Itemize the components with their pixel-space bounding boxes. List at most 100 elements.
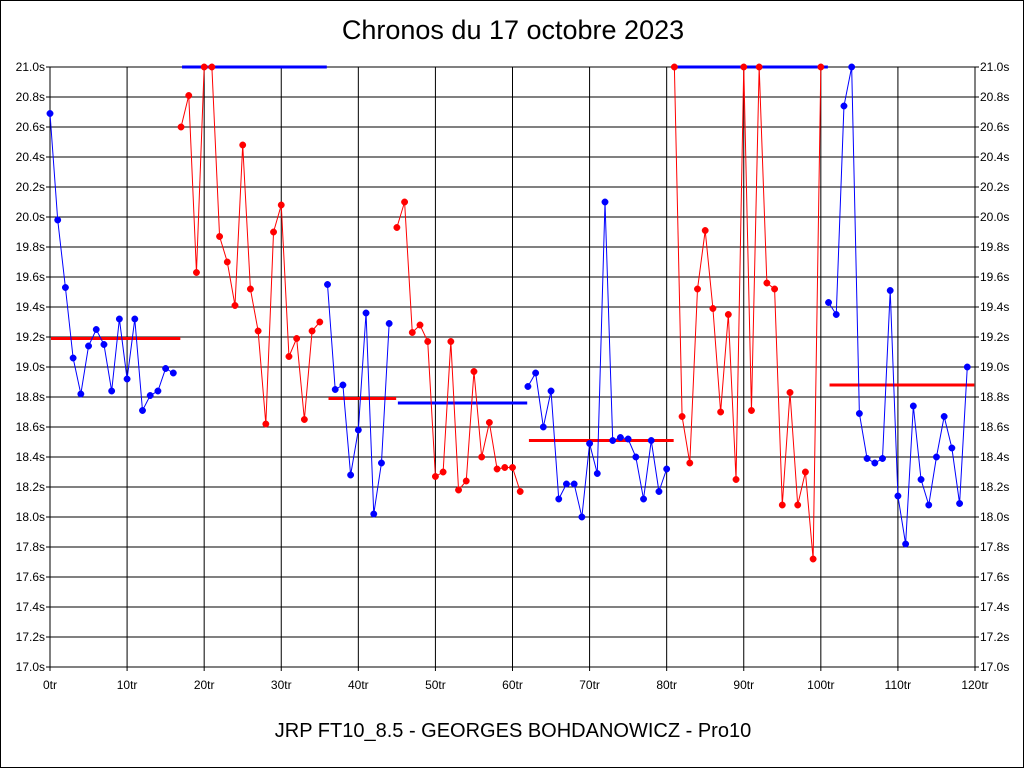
data-point [632,453,640,461]
y-tick-label-right: 20.8s [980,90,1009,104]
data-point [231,302,239,309]
y-tick-label-left: 18.6s [16,420,45,434]
x-tick-label: 120tr [961,678,988,692]
chart-footer: JRP FT10_8.5 - GEORGES BOHDANOWICZ - Pro… [274,720,752,742]
data-point [886,287,894,294]
data-point [493,465,501,473]
data-point [447,338,455,345]
x-tick-label: 100tr [807,678,834,692]
data-point [670,63,678,71]
data-point [331,386,339,393]
data-point [879,455,886,462]
data-point [154,387,162,395]
data-point [778,501,786,509]
data-point [701,227,709,234]
y-tick-label-left: 20.0s [16,210,45,224]
data-point [354,426,362,434]
y-tick-label-left: 19.0s [16,360,45,374]
data-point [732,476,740,483]
data-point [193,269,200,276]
data-point [925,501,933,509]
data-point [146,392,154,399]
data-point [300,416,308,423]
data-point [416,321,424,329]
data-point [462,477,470,485]
data-point [686,459,694,467]
y-tick-label-left: 17.4s [16,600,45,614]
data-point [809,555,817,563]
data-point [424,338,432,345]
data-point [616,434,624,441]
data-point [169,369,177,377]
data-point [547,387,555,395]
y-tick-label-left: 18.2s [16,480,45,494]
data-point [308,327,316,335]
data-point [825,299,832,306]
y-tick-label-left: 17.2s [16,630,45,644]
data-point [293,335,301,342]
y-tick-label-left: 20.6s [16,120,45,134]
data-point [740,63,748,71]
data-point [478,453,486,461]
data-point [246,285,254,293]
data-point [786,389,794,396]
data-point [254,327,262,335]
data-point [902,540,910,548]
data-point [640,495,647,503]
y-tick-label-left: 18.4s [16,450,45,464]
data-point [162,365,170,372]
data-point [408,329,416,336]
y-tick-label-left: 19.8s [16,240,45,254]
x-tick-label: 80tr [656,678,677,692]
y-tick-label-right: 18.4s [980,450,1009,464]
y-tick-label-left: 20.4s [16,150,45,164]
y-tick-label-right: 19.4s [980,300,1009,314]
data-point [485,419,493,426]
data-point [917,476,925,483]
data-point [801,468,809,476]
x-tick-label: 40tr [348,678,369,692]
data-point [223,258,231,266]
x-tick-label: 0tr [43,678,57,692]
data-point [270,228,277,236]
x-tick-label: 50tr [425,678,446,692]
data-point [555,495,563,503]
data-point [431,473,439,480]
data-point [794,501,802,509]
series-line [673,66,822,560]
data-point [570,480,578,488]
x-tick-label: 90tr [733,678,754,692]
data-point [131,315,139,323]
data-point [509,464,516,471]
data-point [663,465,671,473]
y-tick-label-right: 17.4s [980,600,1009,614]
data-point [46,110,54,117]
data-point [539,423,547,431]
data-point [285,353,293,360]
data-point [262,420,270,428]
y-tick-label-right: 20.4s [980,150,1009,164]
data-point [455,486,462,494]
data-point [609,437,617,444]
x-tick-label: 110tr [885,678,911,692]
data-point [948,444,956,452]
data-point [748,407,755,414]
data-point [393,224,401,231]
data-point [563,480,570,488]
data-point [963,363,971,371]
y-tick-label-left: 21.0s [16,60,45,74]
y-tick-label-right: 18.6s [980,420,1009,434]
x-tick-label: 70tr [579,678,600,692]
data-point [909,402,917,410]
data-point [470,368,478,375]
y-tick-label-right: 18.0s [980,510,1009,524]
y-tick-label-left: 18.0s [16,510,45,524]
y-tick-label-left: 20.2s [16,180,45,194]
data-point [678,413,686,420]
data-point [501,464,509,471]
data-point [586,440,594,447]
x-tick-label: 30tr [271,678,292,692]
data-point [848,63,856,71]
y-tick-label-right: 19.2s [980,330,1009,344]
